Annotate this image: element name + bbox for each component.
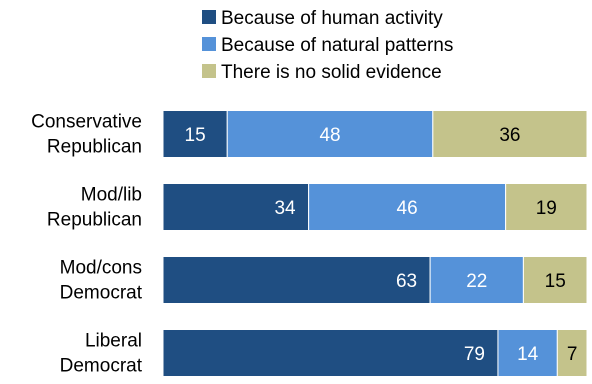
legend-label-1: Because of human activity bbox=[221, 8, 443, 29]
category-label-3-line-2: Democrat bbox=[60, 283, 143, 304]
value-label-1-series-3: 36 bbox=[499, 125, 520, 146]
bar-1-series-3 bbox=[432, 110, 588, 158]
bar-3-series-2 bbox=[429, 256, 524, 304]
legend-label-2: Because of natural patterns bbox=[221, 35, 453, 56]
bar-4-series-3 bbox=[556, 329, 588, 377]
data-labels: 15 48 36 34 46 19 63 22 15 79 14 7 bbox=[185, 125, 578, 365]
value-label-3-series-3: 15 bbox=[545, 271, 566, 292]
value-label-4-series-1: 79 bbox=[464, 344, 485, 365]
bar-1-series-2 bbox=[226, 110, 434, 158]
bar-4-series-1 bbox=[162, 329, 499, 377]
bar-3-series-1 bbox=[162, 256, 431, 304]
value-label-2-series-2: 46 bbox=[397, 198, 418, 219]
value-label-1-series-1: 15 bbox=[185, 125, 206, 146]
legend-swatch-2 bbox=[202, 37, 216, 51]
category-labels: Conservative Republican Mod/lib Republican M… bbox=[31, 112, 143, 377]
category-label-2-line-2: Republican bbox=[47, 210, 142, 231]
value-label-1-series-2: 48 bbox=[319, 125, 340, 146]
legend-swatch-1 bbox=[202, 10, 216, 24]
legend: Because of human activity Because of natu… bbox=[202, 8, 453, 83]
category-label-4-line-2: Democrat bbox=[60, 356, 143, 377]
bar-4-series-2 bbox=[497, 329, 558, 377]
legend-label-3: There is no solid evidence bbox=[221, 62, 442, 83]
bar-3-series-3 bbox=[522, 256, 588, 304]
bar-2-series-2 bbox=[308, 183, 507, 231]
category-label-2-line-1: Mod/lib bbox=[81, 185, 142, 206]
bar-2-series-3 bbox=[505, 183, 588, 231]
category-label-4-line-1: Liberal bbox=[85, 331, 142, 352]
value-label-4-series-3: 7 bbox=[567, 344, 578, 365]
category-label-1-line-2: Republican bbox=[47, 137, 142, 158]
bars bbox=[162, 110, 588, 377]
value-label-2-series-3: 19 bbox=[536, 198, 557, 219]
category-label-3-line-1: Mod/cons bbox=[60, 258, 142, 279]
legend-swatch-3 bbox=[202, 64, 216, 78]
value-label-4-series-2: 14 bbox=[517, 344, 539, 365]
bar-1-series-1 bbox=[162, 110, 228, 158]
category-label-1-line-1: Conservative bbox=[31, 112, 142, 133]
value-label-3-series-1: 63 bbox=[396, 271, 417, 292]
value-label-2-series-1: 34 bbox=[274, 198, 296, 219]
value-label-3-series-2: 22 bbox=[466, 271, 487, 292]
bar-2-series-1 bbox=[162, 183, 310, 231]
